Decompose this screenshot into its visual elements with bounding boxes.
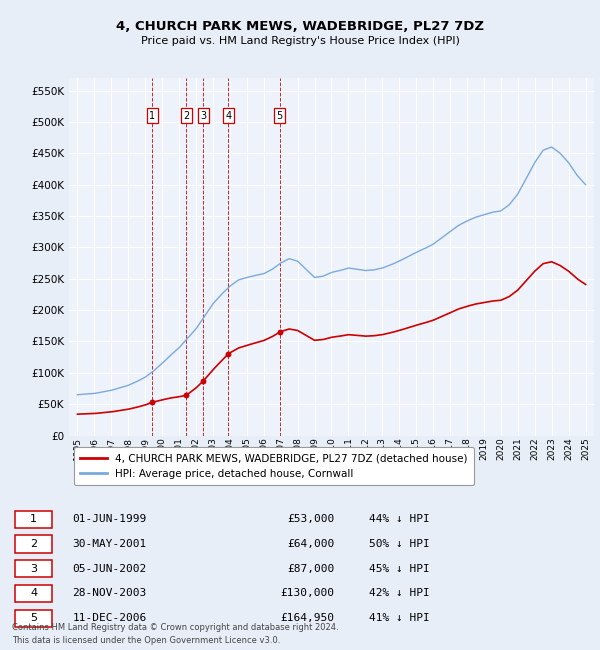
Text: £164,950: £164,950 xyxy=(281,613,335,623)
Text: 41% ↓ HPI: 41% ↓ HPI xyxy=(369,613,430,623)
Text: 05-JUN-2002: 05-JUN-2002 xyxy=(73,564,147,574)
Text: 1: 1 xyxy=(149,111,155,121)
Text: Price paid vs. HM Land Registry's House Price Index (HPI): Price paid vs. HM Land Registry's House … xyxy=(140,36,460,46)
Text: 44% ↓ HPI: 44% ↓ HPI xyxy=(369,514,430,525)
FancyBboxPatch shape xyxy=(15,585,52,602)
Text: 01-JUN-1999: 01-JUN-1999 xyxy=(73,514,147,525)
Text: 42% ↓ HPI: 42% ↓ HPI xyxy=(369,588,430,599)
Text: £87,000: £87,000 xyxy=(287,564,335,574)
Text: 2: 2 xyxy=(183,111,189,121)
Text: 11-DEC-2006: 11-DEC-2006 xyxy=(73,613,147,623)
Text: 2: 2 xyxy=(30,539,37,549)
Text: 30-MAY-2001: 30-MAY-2001 xyxy=(73,539,147,549)
Text: This data is licensed under the Open Government Licence v3.0.: This data is licensed under the Open Gov… xyxy=(12,636,280,645)
FancyBboxPatch shape xyxy=(15,560,52,577)
Text: £130,000: £130,000 xyxy=(281,588,335,599)
Point xyxy=(181,390,191,400)
Text: 45% ↓ HPI: 45% ↓ HPI xyxy=(369,564,430,574)
Text: Contains HM Land Registry data © Crown copyright and database right 2024.: Contains HM Land Registry data © Crown c… xyxy=(12,623,338,632)
Point xyxy=(275,327,284,337)
Text: 1: 1 xyxy=(30,514,37,525)
Text: 5: 5 xyxy=(30,613,37,623)
FancyBboxPatch shape xyxy=(15,610,52,627)
FancyBboxPatch shape xyxy=(15,536,52,552)
Text: 28-NOV-2003: 28-NOV-2003 xyxy=(73,588,147,599)
Text: 4: 4 xyxy=(30,588,37,599)
Text: 4, CHURCH PARK MEWS, WADEBRIDGE, PL27 7DZ: 4, CHURCH PARK MEWS, WADEBRIDGE, PL27 7D… xyxy=(116,20,484,32)
FancyBboxPatch shape xyxy=(15,511,52,528)
Point xyxy=(223,349,233,359)
Text: £64,000: £64,000 xyxy=(287,539,335,549)
Point xyxy=(199,376,208,386)
Text: 5: 5 xyxy=(277,111,283,121)
Legend: 4, CHURCH PARK MEWS, WADEBRIDGE, PL27 7DZ (detached house), HPI: Average price, : 4, CHURCH PARK MEWS, WADEBRIDGE, PL27 7D… xyxy=(74,447,473,485)
Text: £53,000: £53,000 xyxy=(287,514,335,525)
Text: 4: 4 xyxy=(225,111,231,121)
Text: 50% ↓ HPI: 50% ↓ HPI xyxy=(369,539,430,549)
Text: 3: 3 xyxy=(30,564,37,574)
Text: 3: 3 xyxy=(200,111,206,121)
Point xyxy=(148,397,157,408)
